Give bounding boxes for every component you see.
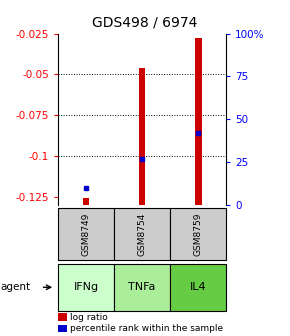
Bar <box>195 39 202 205</box>
Text: IL4: IL4 <box>190 282 206 292</box>
Bar <box>139 68 146 205</box>
Text: agent: agent <box>0 282 30 292</box>
Text: percentile rank within the sample: percentile rank within the sample <box>70 324 223 333</box>
Text: GDS498 / 6974: GDS498 / 6974 <box>92 15 198 29</box>
Text: GSM8759: GSM8759 <box>194 213 203 256</box>
Text: log ratio: log ratio <box>70 313 107 322</box>
Bar <box>83 199 89 205</box>
Text: GSM8749: GSM8749 <box>81 213 90 256</box>
Text: GSM8754: GSM8754 <box>137 213 147 256</box>
Text: TNFa: TNFa <box>128 282 156 292</box>
Text: IFNg: IFNg <box>73 282 99 292</box>
